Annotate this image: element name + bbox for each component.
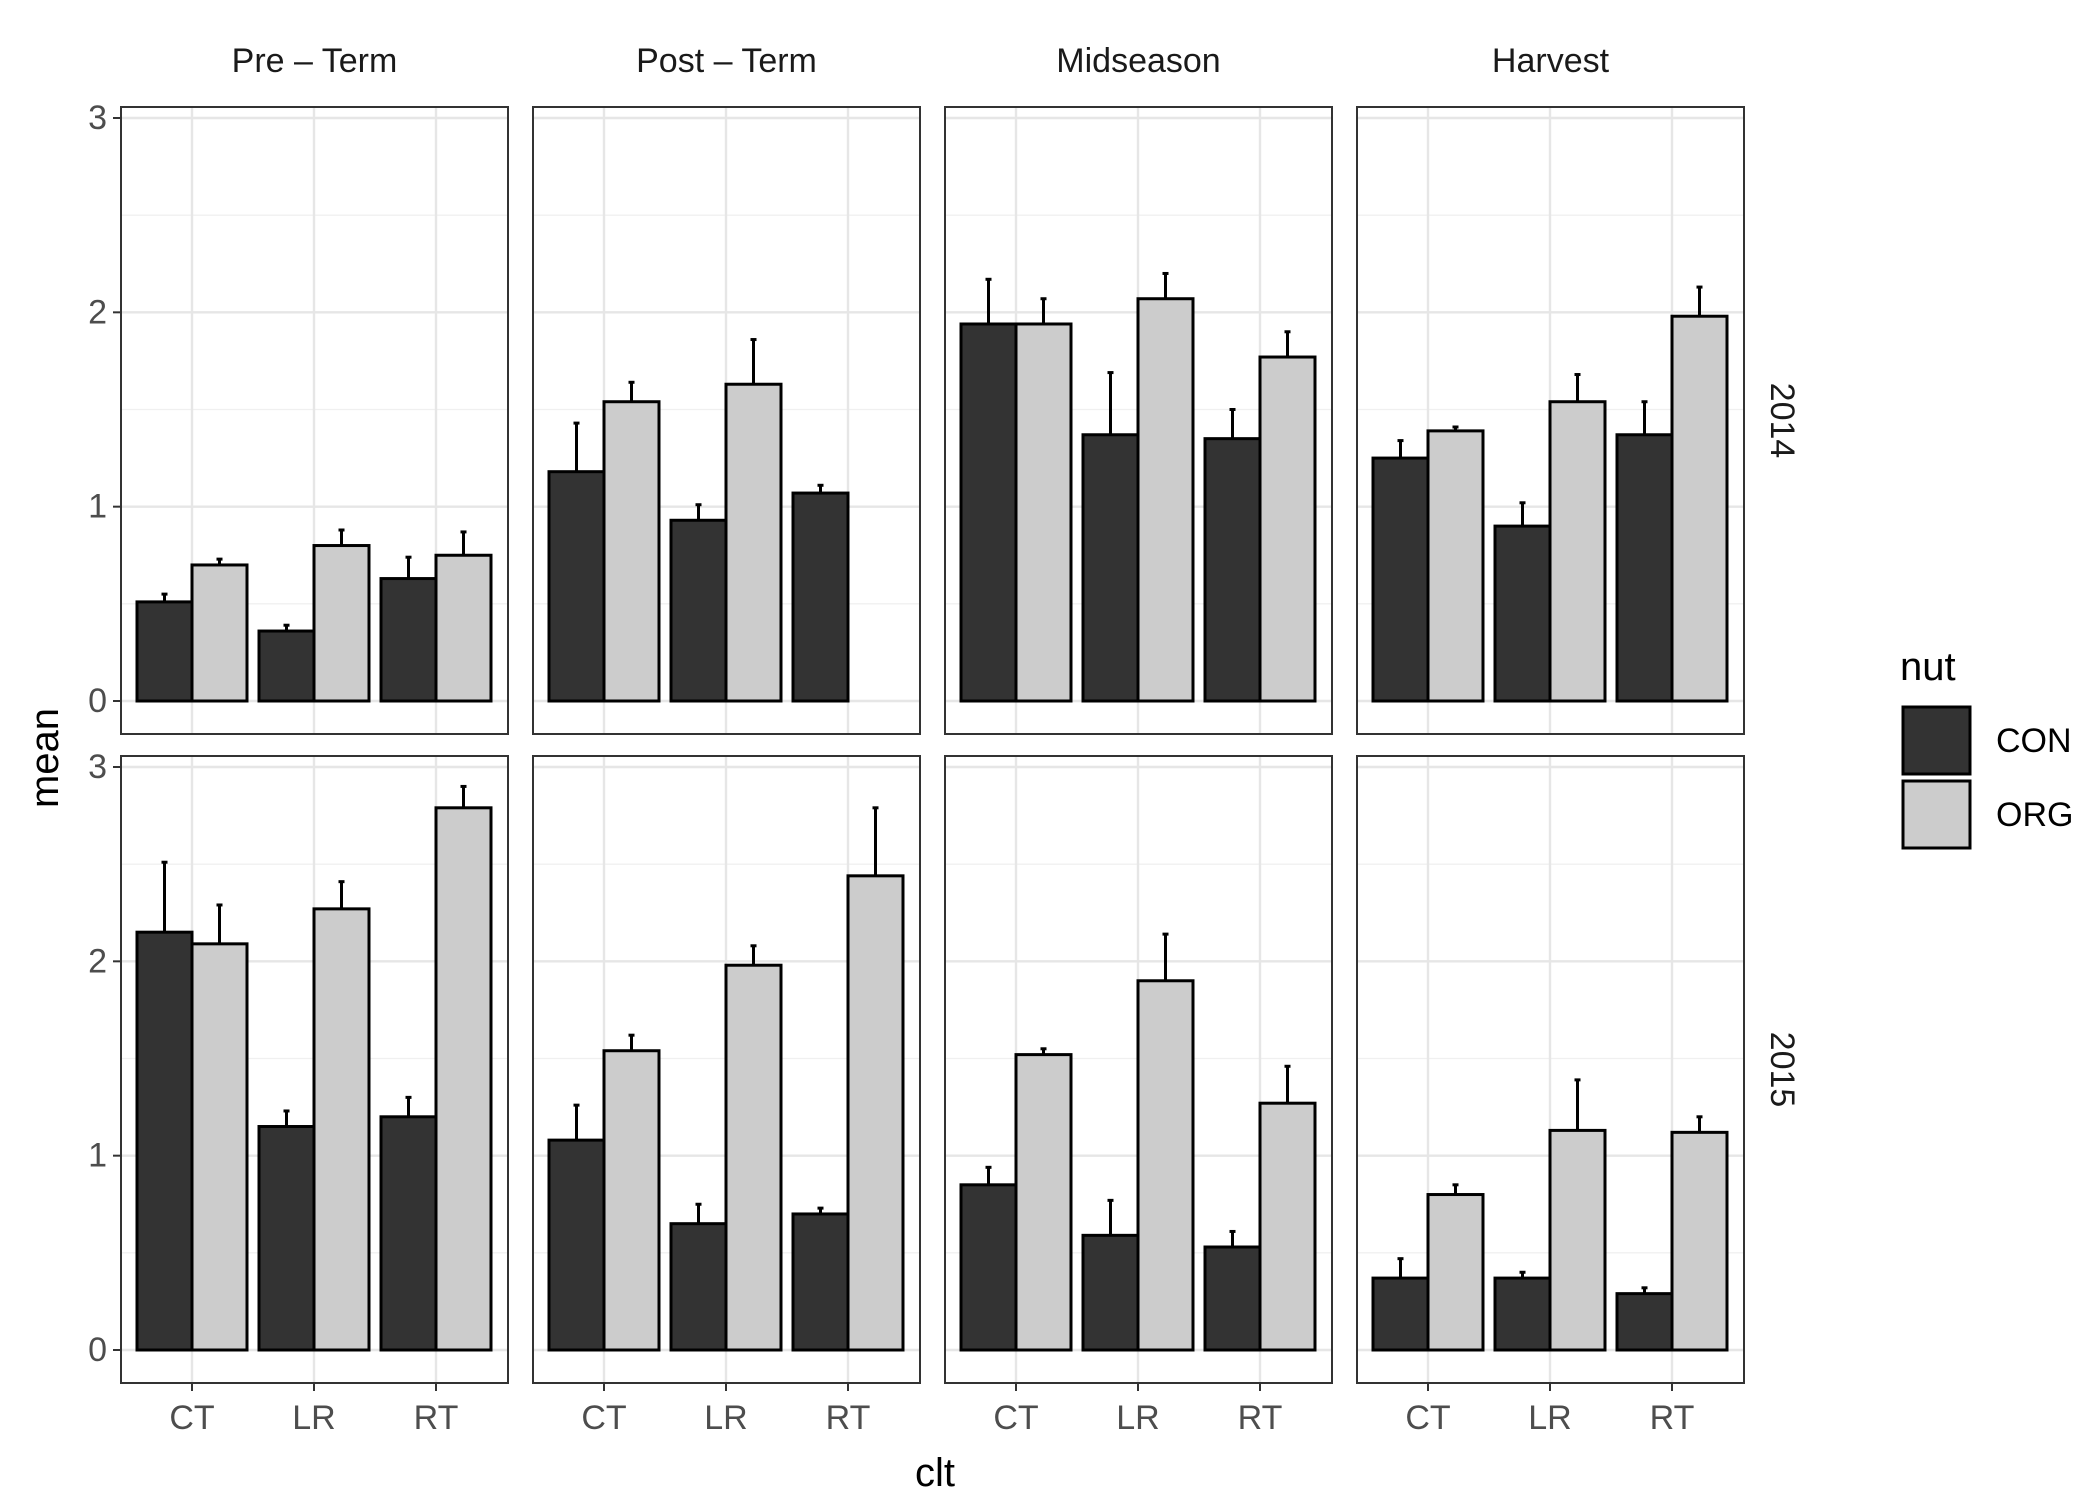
bar-con-ct [135,930,194,1352]
legend-title: nut [1900,645,1956,689]
row-strips: 2014 2015 [1763,383,1801,1108]
x-tick-label-rt: RT [1238,1399,1283,1437]
bar-org-ct [602,1049,661,1352]
x-axis-title: clt [915,1451,955,1495]
bar-org-ct [1014,322,1073,703]
bar-org-lr [1136,979,1195,1352]
bar-org-lr [312,907,371,1352]
bar-con-ct [959,322,1018,703]
bar-con-lr [1081,1233,1140,1352]
facet-label-post-term: Post – Term [636,42,817,80]
x-axes: CT LR RT CT LR RT CT LR RT CT LR RT [169,1383,1694,1437]
bar-org-rt [1670,1130,1729,1352]
bar-org-ct [602,400,661,703]
x-tick-label-ct: CT [581,1399,626,1437]
bar-con-lr [669,1222,728,1352]
y-tick-label: 1 [88,1137,107,1175]
panel-2015-harvest [1356,755,1745,1384]
x-tick-label-lr: LR [1528,1399,1571,1437]
bar-con-lr [257,1125,316,1352]
bar-con-rt [379,1115,438,1352]
facet-label-harvest: Harvest [1492,42,1610,80]
bar-org-rt [1258,355,1317,703]
legend: nut CON ORG [1900,645,2073,850]
bar-con-lr [669,518,728,703]
x-tick-label-ct: CT [1405,1399,1450,1437]
y-tick-label: 0 [88,682,107,720]
bar-con-lr [1493,524,1552,703]
x-tick-label-ct: CT [169,1399,214,1437]
bar-con-rt [1203,1245,1262,1352]
bar-con-rt [1615,1292,1674,1352]
bar-con-rt [791,1212,850,1352]
panel-border [532,106,921,735]
x-tick-label-lr: LR [292,1399,335,1437]
panel-2014-harvest [1356,106,1745,735]
bar-org-ct [1426,1193,1485,1352]
bar-org-ct [190,563,249,703]
x-tick-label-rt: RT [414,1399,459,1437]
y-tick-label: 1 [88,488,107,526]
bar-org-rt [1670,314,1729,703]
bar-org-rt [846,874,905,1352]
panel-2015-pre-term [120,755,509,1384]
x-tick-label-lr: LR [1116,1399,1159,1437]
row-label-2014: 2014 [1763,383,1801,459]
legend-label-con: CON [1996,722,2072,760]
bar-con-ct [547,470,606,703]
x-tick-label-lr: LR [704,1399,747,1437]
bar-con-ct [959,1183,1018,1352]
y-tick-label: 3 [88,99,107,137]
bar-con-rt [1203,437,1262,703]
bar-org-ct [1426,429,1485,703]
bar-org-lr [1136,297,1195,703]
y-tick-label: 2 [88,942,107,980]
y-tick-label: 0 [88,1331,107,1369]
bar-org-lr [312,544,371,703]
panel-2014-post-term [532,106,921,735]
y-tick-label: 3 [88,748,107,786]
bar-con-lr [257,629,316,703]
bar-org-lr [724,382,783,703]
bar-con-ct [1371,1276,1430,1352]
bar-org-ct [190,942,249,1352]
x-tick-label-ct: CT [993,1399,1038,1437]
y-axis-title: mean [23,708,67,808]
panel-border [944,106,1333,735]
facet-strips: Pre – Term Post – Term Midseason Harvest [232,42,1610,80]
panel-2014-midseason [944,106,1333,735]
y-axes: 0 1 2 3 0 1 2 3 [88,99,121,1369]
bar-con-rt [791,491,850,703]
bar-org-rt [434,553,493,703]
bar-org-lr [1548,1128,1607,1352]
bar-org-ct [1014,1053,1073,1352]
panel-border [120,106,509,735]
panel-2014-pre-term [120,106,509,735]
panel-2015-midseason [944,755,1333,1384]
bar-org-lr [1548,400,1607,703]
panels [120,106,1745,1384]
bar-con-rt [379,577,438,703]
bar-con-lr [1081,433,1140,703]
bar-con-ct [547,1138,606,1352]
bar-org-rt [434,806,493,1352]
legend-label-org: ORG [1996,796,2073,834]
y-tick-label: 2 [88,293,107,331]
bar-org-lr [724,963,783,1352]
x-tick-label-rt: RT [1650,1399,1695,1437]
bar-con-ct [135,600,194,703]
bar-con-rt [1615,433,1674,703]
bar-con-ct [1371,456,1430,703]
panel-2015-post-term [532,755,921,1384]
x-tick-label-rt: RT [826,1399,871,1437]
row-label-2015: 2015 [1763,1032,1801,1108]
bar-con-lr [1493,1276,1552,1352]
facet-label-pre-term: Pre – Term [232,42,398,80]
legend-key-org [1901,779,1972,850]
legend-key-con [1901,705,1972,776]
bar-org-rt [1258,1101,1317,1352]
panel-border [1356,106,1745,735]
facet-label-midseason: Midseason [1056,42,1220,80]
